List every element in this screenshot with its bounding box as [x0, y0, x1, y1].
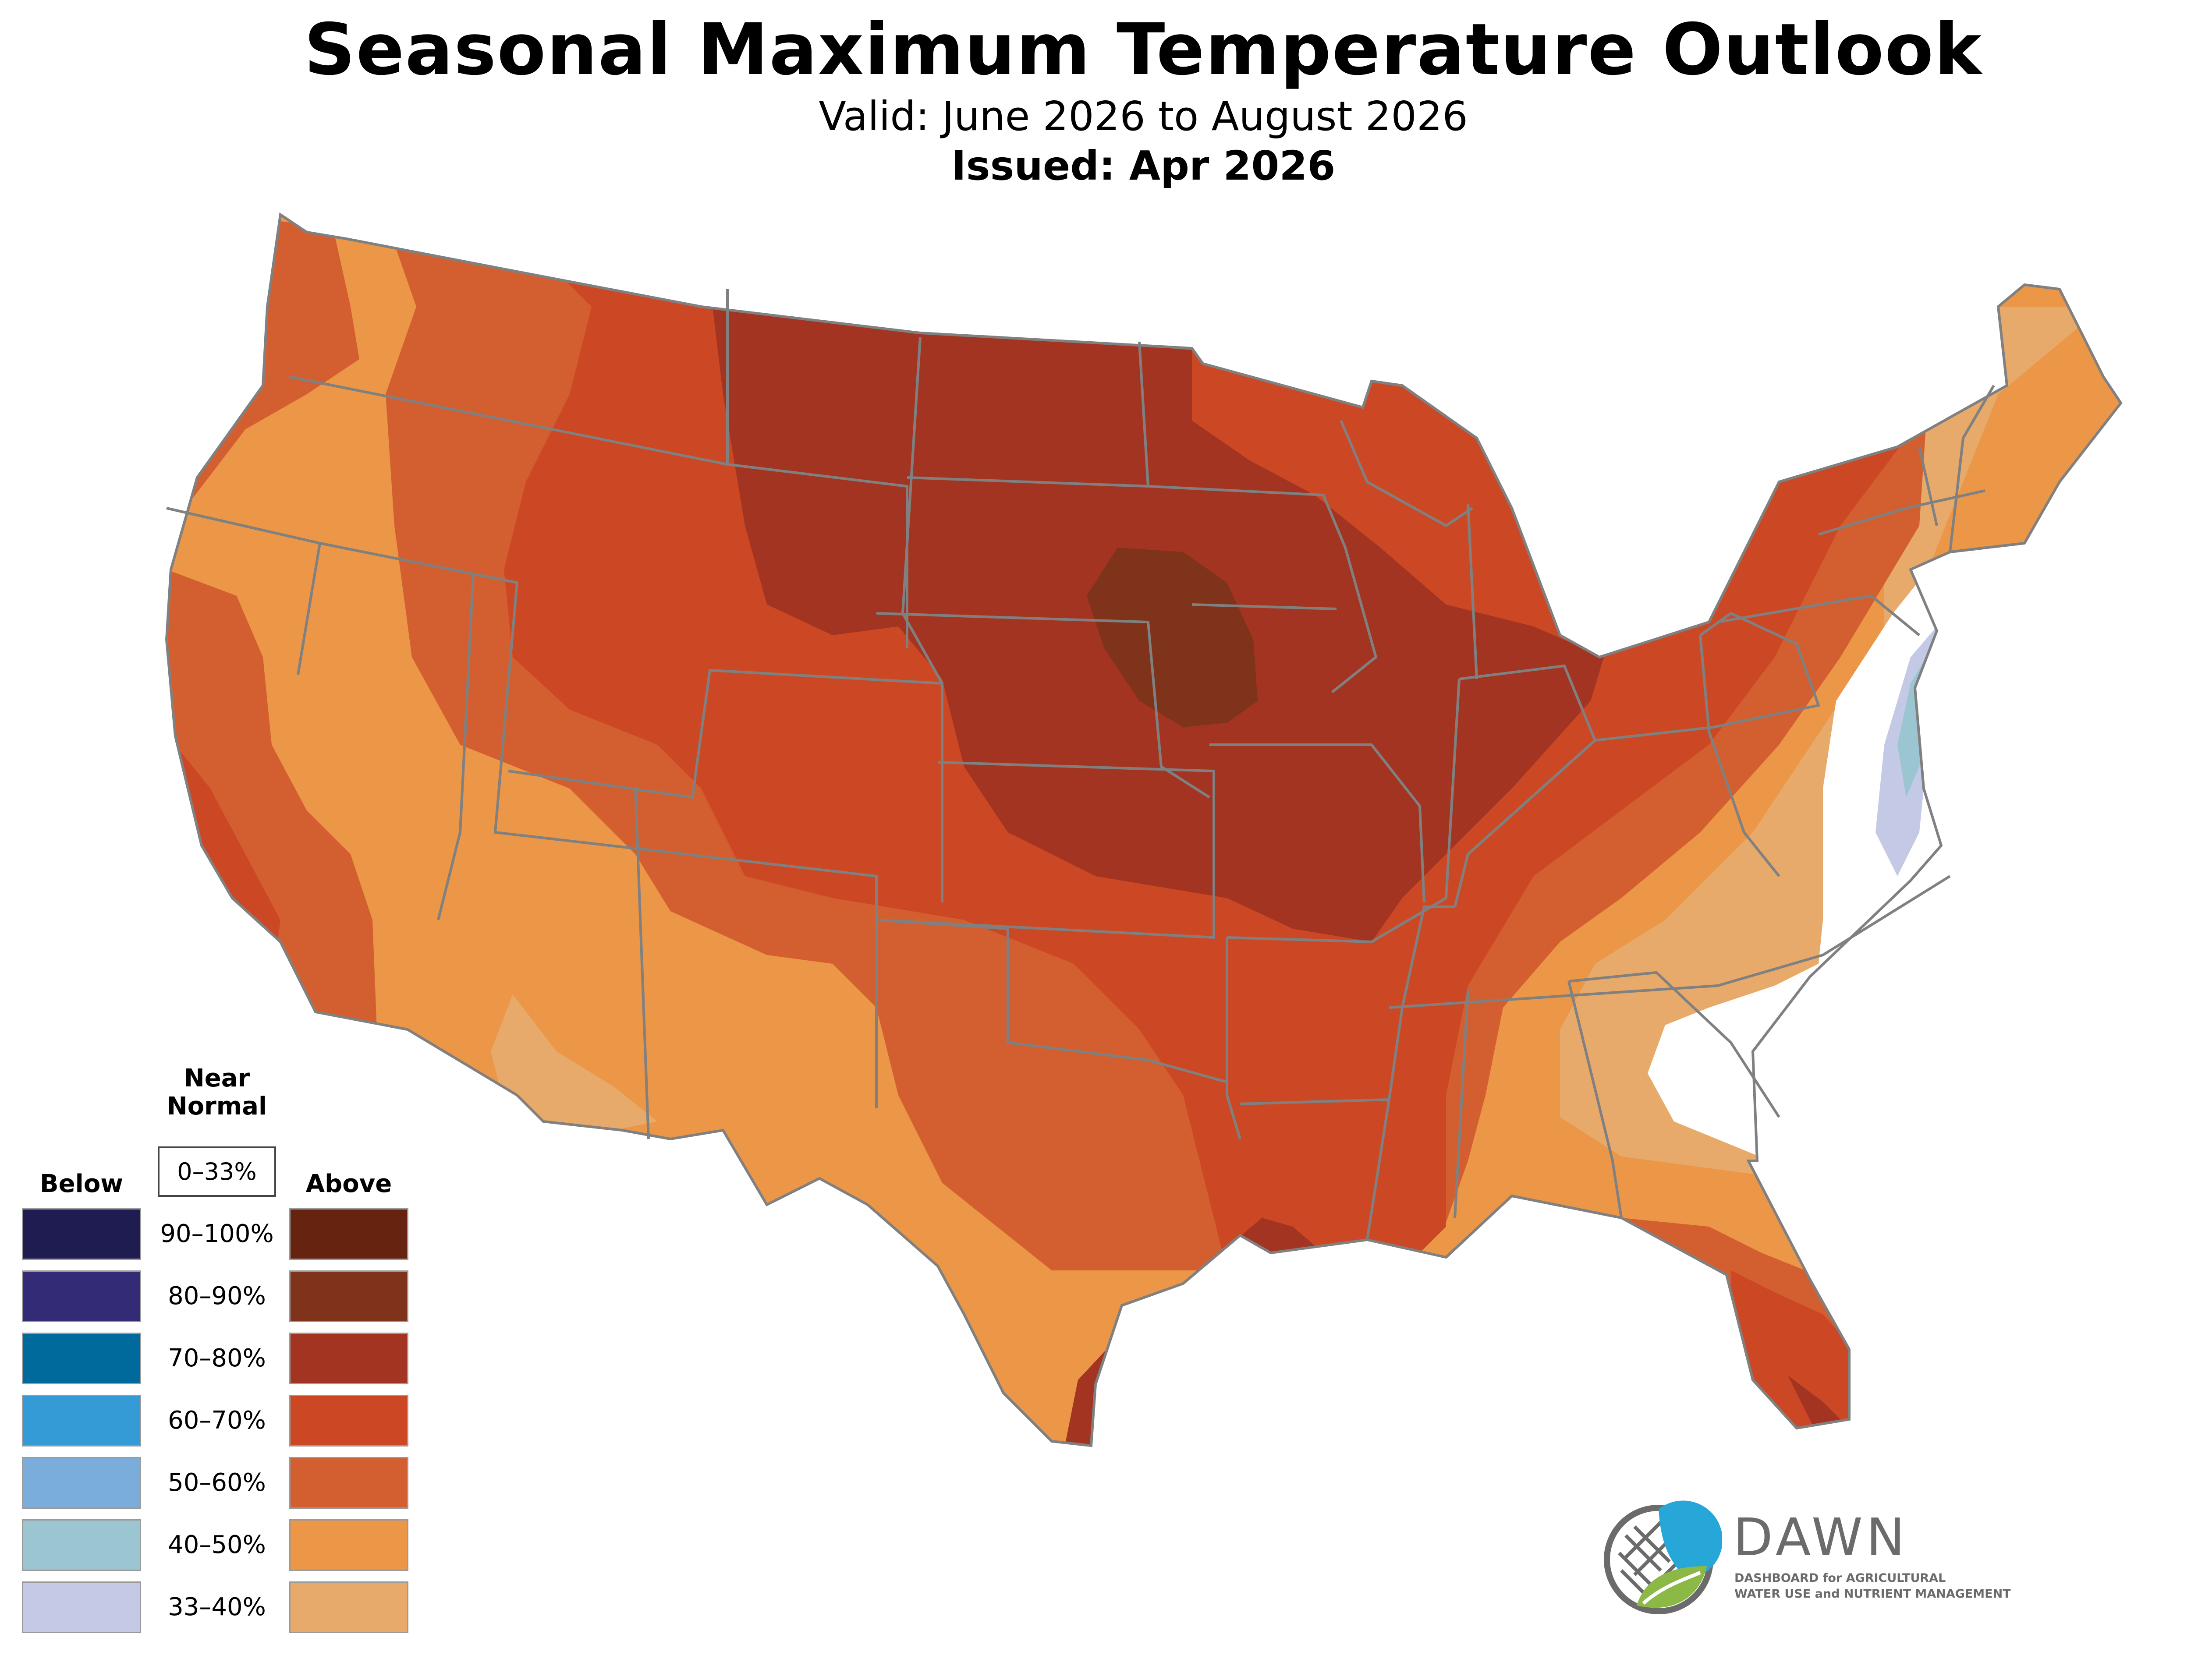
dawn-wordmark: DAWN	[1733, 1507, 1909, 1567]
dawn-blue-drop	[1659, 1500, 1722, 1579]
legend-below-swatch	[22, 1519, 141, 1571]
legend-above-swatch	[289, 1333, 408, 1384]
legend-above-swatch	[289, 1208, 408, 1260]
legend-near-normal-heading: Near Normal	[158, 1065, 276, 1121]
legend-range-label: 80–90%	[168, 1282, 266, 1310]
legend-below-swatch	[22, 1581, 141, 1633]
dawn-tagline: DASHBOARD for AGRICULTURAL WATER USE and…	[1734, 1570, 2011, 1602]
legend-below-heading: Below	[39, 1170, 124, 1198]
legend-above-swatch	[289, 1270, 408, 1322]
legend-range-label: 50–60%	[168, 1468, 266, 1497]
zone-above-80-90-core	[1087, 548, 1258, 727]
legend-range-label: 40–50%	[168, 1531, 266, 1559]
legend-range-label: 60–70%	[168, 1406, 266, 1435]
state-borders	[167, 215, 2121, 1446]
legend-below-swatch	[22, 1208, 141, 1260]
legend-below-swatch	[22, 1333, 141, 1384]
zone-above-33-40-southwest	[491, 994, 657, 1139]
legend-range-label: 33–40%	[168, 1593, 266, 1621]
legend-above-swatch	[289, 1581, 408, 1633]
legend-range-label: 70–80%	[168, 1344, 266, 1372]
dawn-logo-icon	[1604, 1500, 1722, 1614]
dawn-tagline-1: DASHBOARD for AGRICULTURAL	[1734, 1571, 1946, 1585]
issued-date: Issued: Apr 2026	[951, 142, 1336, 189]
legend-below-swatch	[22, 1270, 141, 1322]
map-title: Seasonal Maximum Temperature Outlook	[304, 9, 1983, 91]
valid-period: Valid: June 2026 to August 2026	[819, 93, 1468, 140]
legend-below-swatch	[22, 1457, 141, 1509]
legend-below-swatch	[22, 1395, 141, 1447]
near-normal-box: 0–33%	[158, 1146, 276, 1197]
near-normal-range: 0–33%	[177, 1158, 257, 1185]
legend-normal-label: Normal	[167, 1092, 267, 1121]
legend-above-swatch	[289, 1519, 408, 1571]
zone-above-70-80-florida	[1788, 1376, 1849, 1428]
dawn-tagline-2: WATER USE and NUTRIENT MANAGEMENT	[1734, 1587, 2011, 1601]
legend-above-heading: Above	[305, 1170, 392, 1198]
legend-range-label: 90–100%	[160, 1220, 274, 1248]
legend-near-label: Near	[184, 1064, 250, 1093]
legend-above-swatch	[289, 1395, 408, 1447]
legend-above-swatch	[289, 1457, 408, 1509]
zone-below-40-50-coast	[1897, 622, 1963, 797]
